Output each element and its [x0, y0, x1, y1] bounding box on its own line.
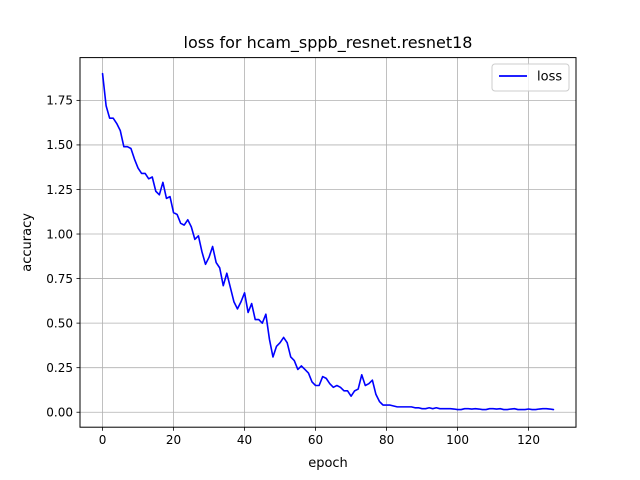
- y-tick-label: 0.25: [46, 361, 73, 375]
- y-tick-label: 1.75: [46, 94, 73, 108]
- grid-lines: [80, 57, 576, 428]
- y-tick-label: 0.75: [46, 272, 73, 286]
- x-tick-label: 60: [308, 433, 323, 447]
- plot-area-frame: [79, 57, 577, 428]
- x-tick-label: 0: [99, 433, 107, 447]
- x-axis-label: epoch: [308, 456, 348, 471]
- y-tick-label: 0.50: [46, 316, 73, 330]
- x-tick-label: 20: [166, 433, 181, 447]
- y-axis-label: accuracy: [20, 213, 35, 272]
- x-tick-label: 40: [237, 433, 252, 447]
- series-line-loss: [101, 72, 555, 411]
- x-tick-label: 100: [446, 433, 469, 447]
- legend-box: [491, 63, 570, 92]
- y-tick-label: 1.50: [46, 138, 73, 152]
- y-tick-label: 0.00: [46, 406, 73, 420]
- legend: loss: [491, 63, 570, 92]
- legend-label-loss: loss: [537, 70, 562, 85]
- chart-title: loss for hcam_sppb_resnet.resnet18: [184, 33, 473, 53]
- y-tick-label: 1.25: [46, 183, 73, 197]
- x-tick-label: 120: [517, 433, 540, 447]
- series-layer: [101, 72, 555, 411]
- y-tick-label: 1.00: [46, 227, 73, 241]
- x-tick-label: 80: [379, 433, 394, 447]
- ticks: 0 20 40 60 80 100 120 0.00 0.25 0.50 0.75 1.00 1.25 1…: [46, 94, 540, 448]
